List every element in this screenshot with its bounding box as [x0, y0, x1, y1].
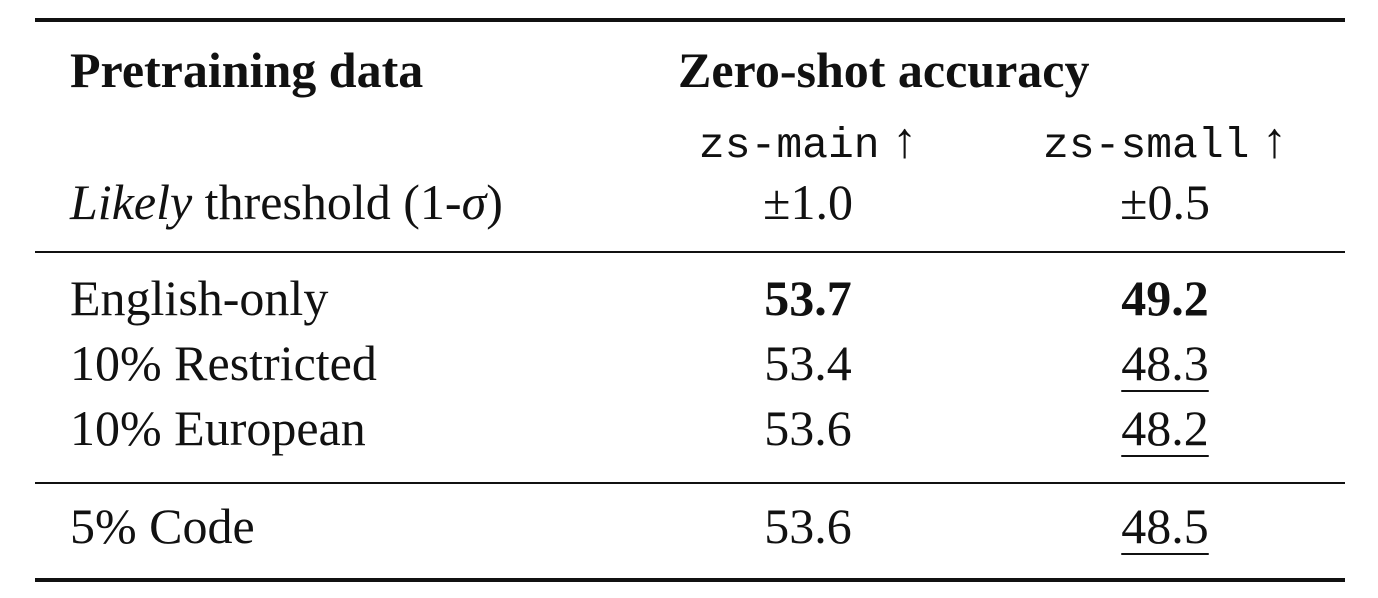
cell: 48.3: [1025, 333, 1305, 393]
header-group: Zero-shot accuracy: [678, 42, 1090, 98]
cell-text: 48.2: [1121, 400, 1209, 456]
bottom-rule: [35, 578, 1345, 582]
threshold-value: ±1.0: [763, 174, 853, 230]
row-label: English-only: [70, 270, 329, 326]
cell-text: 48.5: [1121, 498, 1209, 554]
cell: 53.7: [764, 270, 852, 326]
subheader: zs-main ↑: [668, 110, 948, 170]
cell: 48.2: [1025, 398, 1305, 458]
cell: 53.4: [764, 335, 852, 391]
row-label: 10% Restricted: [70, 335, 377, 391]
row-label: 5% Code: [70, 498, 255, 554]
mid-rule: [35, 251, 1345, 253]
text: threshold (1-: [204, 174, 462, 230]
metric: zs-small: [1043, 121, 1250, 170]
text: Likely: [70, 174, 193, 230]
mid-rule: [35, 482, 1345, 484]
cell-text: 48.3: [1121, 335, 1209, 391]
arrow: ↑: [892, 112, 918, 168]
row-label: 10% European: [70, 400, 366, 456]
text: σ: [461, 174, 487, 230]
header-cell: Pretraining data: [70, 42, 424, 98]
top-rule: [35, 18, 1345, 22]
text: ): [486, 174, 503, 230]
subheader: zs-small ↑: [1025, 110, 1305, 170]
metric: zs-main: [698, 121, 880, 170]
cell: 53.6: [764, 400, 852, 456]
arrow: ↑: [1261, 112, 1287, 168]
threshold-label: Likely threshold (1-σ): [70, 172, 503, 232]
threshold-value: ±0.5: [1120, 174, 1210, 230]
cell: 49.2: [1121, 270, 1209, 326]
cell: 48.5: [1025, 496, 1305, 556]
cell: 53.6: [764, 498, 852, 554]
